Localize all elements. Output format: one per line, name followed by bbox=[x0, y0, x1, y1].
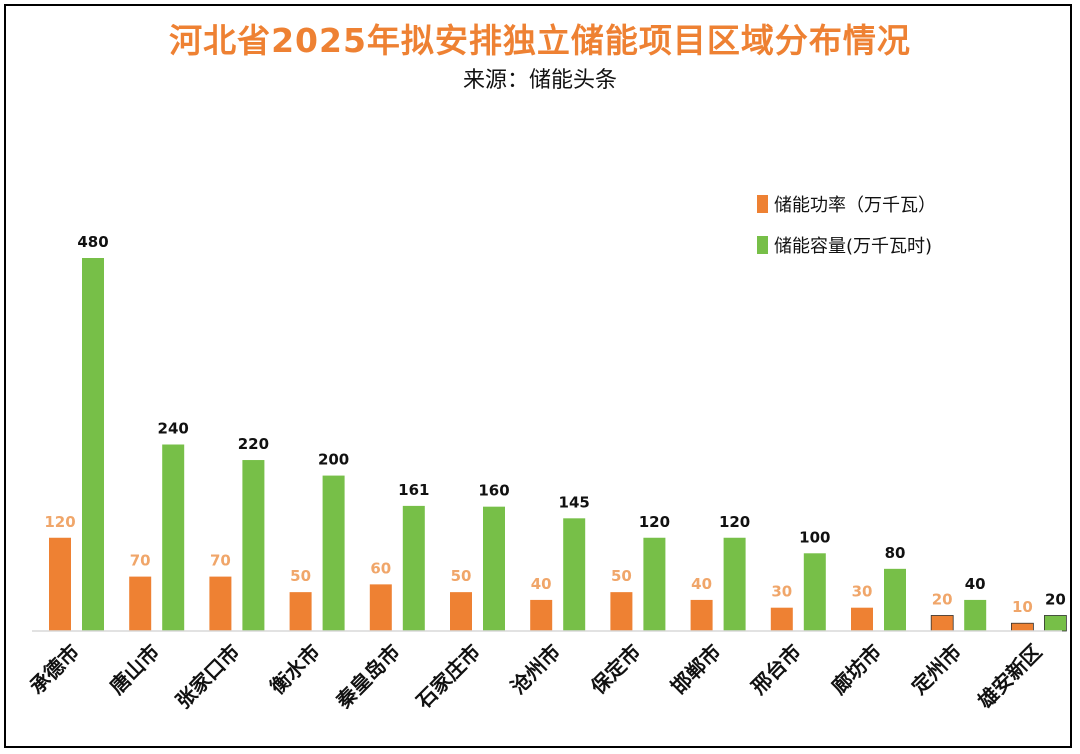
value-label-power-3: 50 bbox=[290, 567, 311, 585]
category-label-4: 秦皇岛市 bbox=[331, 640, 405, 714]
category-label-11: 定州市 bbox=[907, 640, 966, 699]
value-label-power-12: 10 bbox=[1012, 598, 1033, 616]
bar-power-4 bbox=[369, 584, 392, 631]
bar-capacity-2 bbox=[242, 460, 265, 631]
legend: 储能功率（万千瓦） 储能容量(万千瓦时) bbox=[757, 195, 936, 257]
bar-capacity-7 bbox=[643, 537, 666, 631]
bar-capacity-3 bbox=[322, 475, 345, 631]
value-labels-group: 120 480 70 240 70 220 50 200 60 161 50 160 40 145 50 12… bbox=[44, 233, 1065, 616]
value-label-capacity-0: 480 bbox=[77, 233, 108, 251]
bar-power-1 bbox=[129, 576, 152, 631]
value-label-capacity-6: 145 bbox=[559, 493, 590, 511]
category-label-2: 张家口市 bbox=[171, 640, 245, 714]
bar-power-0 bbox=[49, 537, 71, 631]
bar-capacity-5 bbox=[483, 506, 505, 631]
bar-power-6 bbox=[530, 599, 553, 631]
bar-power-7 bbox=[610, 592, 633, 631]
category-label-1: 唐山市 bbox=[105, 640, 164, 699]
value-label-power-7: 50 bbox=[611, 567, 632, 585]
category-label-5: 石家庄市 bbox=[411, 640, 485, 714]
category-label-3: 衡水市 bbox=[265, 640, 324, 699]
value-label-capacity-11: 40 bbox=[965, 575, 986, 593]
value-label-capacity-1: 240 bbox=[158, 420, 189, 438]
category-label-9: 邢台市 bbox=[746, 640, 805, 699]
category-labels-group: 承德市 唐山市 张家口市 衡水市 秦皇岛市 石家庄市 沧州市 保定市 邯郸市 邢台市 廊坊市 定州市雄… bbox=[25, 640, 1047, 714]
bar-power-3 bbox=[289, 592, 312, 631]
bars-group bbox=[49, 258, 1067, 632]
bar-power-11 bbox=[930, 615, 954, 632]
value-label-power-1: 70 bbox=[130, 552, 151, 570]
value-label-power-9: 30 bbox=[771, 583, 792, 601]
bar-power-9 bbox=[770, 607, 793, 631]
bar-power-2 bbox=[209, 576, 232, 631]
value-label-capacity-4: 161 bbox=[398, 481, 429, 499]
value-label-power-2: 70 bbox=[210, 552, 231, 570]
value-label-capacity-5: 160 bbox=[478, 482, 509, 500]
value-label-power-8: 40 bbox=[691, 575, 712, 593]
bar-capacity-8 bbox=[723, 537, 746, 631]
category-label-12: 雄安新区 bbox=[972, 640, 1046, 714]
category-label-0: 承德市 bbox=[25, 640, 84, 699]
value-label-power-6: 40 bbox=[531, 575, 552, 593]
bar-capacity-9 bbox=[803, 553, 826, 631]
legend-label-power: 储能功率（万千瓦） bbox=[774, 195, 936, 216]
category-label-8: 邯郸市 bbox=[666, 640, 725, 699]
value-label-capacity-7: 120 bbox=[639, 513, 670, 531]
value-label-capacity-9: 100 bbox=[799, 528, 830, 546]
value-label-capacity-12: 20 bbox=[1045, 590, 1066, 608]
legend-swatch-power bbox=[757, 195, 768, 213]
legend-swatch-capacity bbox=[757, 236, 768, 254]
bar-power-10 bbox=[851, 607, 873, 631]
bar-capacity-0 bbox=[82, 258, 104, 631]
value-label-capacity-8: 120 bbox=[719, 513, 750, 531]
chart-subtitle: 来源：储能头条 bbox=[462, 68, 617, 93]
category-label-10: 廊坊市 bbox=[827, 640, 886, 699]
value-label-power-5: 50 bbox=[451, 567, 472, 585]
bar-capacity-12 bbox=[1044, 615, 1067, 632]
bar-capacity-4 bbox=[402, 505, 425, 631]
legend-label-capacity: 储能容量(万千瓦时) bbox=[774, 236, 932, 257]
chart-title: 河北省2025年拟安排独立储能项目区域分布情况 bbox=[169, 21, 911, 60]
value-label-power-10: 30 bbox=[852, 583, 873, 601]
value-label-capacity-3: 200 bbox=[318, 451, 349, 469]
value-label-power-11: 20 bbox=[932, 590, 953, 608]
bar-power-8 bbox=[690, 599, 713, 631]
bar-capacity-6 bbox=[563, 518, 586, 631]
bar-capacity-1 bbox=[162, 444, 185, 631]
bar-power-5 bbox=[450, 592, 472, 631]
bar-power-12 bbox=[1011, 622, 1034, 632]
category-label-7: 保定市 bbox=[585, 640, 645, 700]
category-label-6: 沧州市 bbox=[506, 640, 565, 699]
bar-capacity-10 bbox=[884, 568, 906, 631]
value-label-capacity-2: 220 bbox=[238, 435, 269, 453]
value-label-power-4: 60 bbox=[370, 559, 391, 577]
bar-capacity-11 bbox=[964, 599, 987, 631]
value-label-power-0: 120 bbox=[44, 513, 75, 531]
value-label-capacity-10: 80 bbox=[885, 544, 906, 562]
